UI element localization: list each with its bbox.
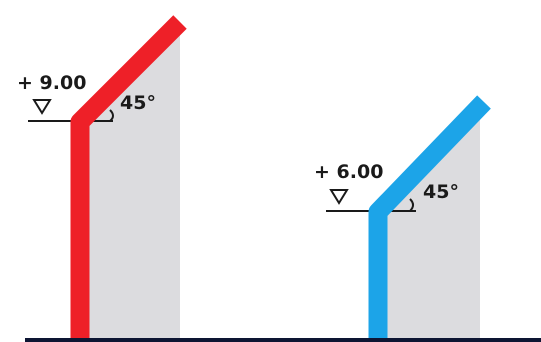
right-angle-arc-icon — [409, 198, 414, 212]
left-elevation-label: + 9.00 — [17, 72, 86, 94]
right-shaded-envelope — [378, 110, 480, 338]
left-profile-line — [70, 15, 187, 340]
right-elevation-label: + 6.00 — [314, 161, 383, 183]
right-profile-line — [368, 95, 491, 340]
left-angle-arc-icon — [109, 109, 114, 122]
right-angle-label: 45° — [423, 181, 459, 203]
left-angle-label: 45° — [120, 92, 156, 114]
left-profile-group: + 9.00 45° — [17, 15, 187, 340]
left-elevation-triangle-icon — [32, 99, 52, 115]
right-elevation-triangle-icon — [329, 189, 349, 205]
right-profile-group: + 6.00 45° — [314, 95, 491, 340]
ground-line — [25, 338, 541, 342]
